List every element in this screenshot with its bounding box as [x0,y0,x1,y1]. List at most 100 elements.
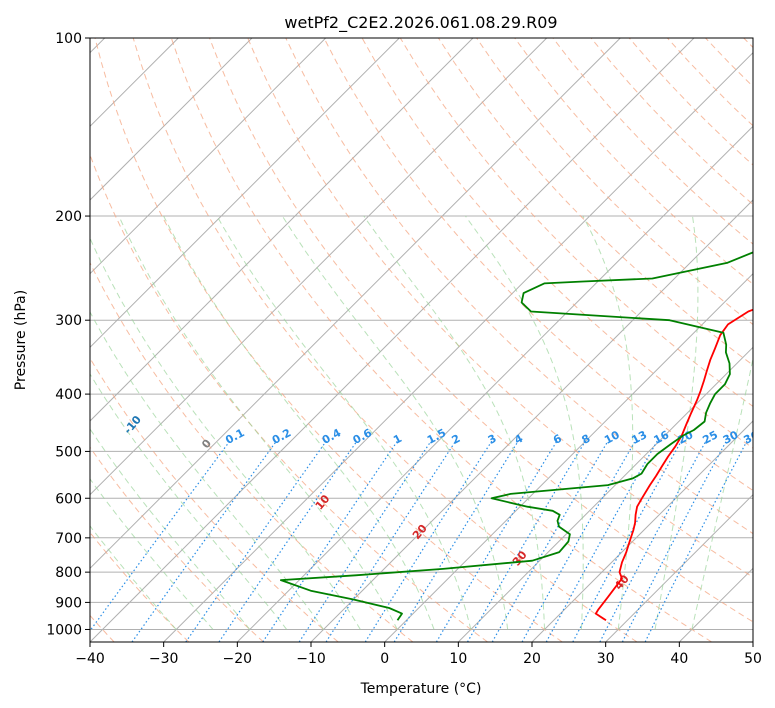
moist-adiabat-line [90,478,214,630]
chart-title: wetPf2_C2E2.2026.061.08.29.R09 [284,13,557,33]
isotherm-line [163,51,753,642]
x-tick-label: 0 [380,651,389,667]
mixing-ratio-line [599,440,707,642]
y-tick-label: 600 [55,491,82,507]
mixing-ratio-label: 16 [652,428,672,447]
dry-adiabat-line [667,38,753,127]
y-tick-label: 700 [55,531,82,547]
x-tick-label: −40 [75,651,105,667]
dry-adiabat-line [285,38,753,535]
series-group [280,251,753,622]
y-tick-label: 200 [55,209,82,225]
mixing-ratio-line [262,440,399,642]
moist-adiabat-line [281,215,509,630]
isotherm-line [90,38,474,422]
mixing-ratio-label: 3 [486,432,499,447]
mixing-ratio-line [90,440,231,632]
mixing-ratio-lines: 0.1 0.2 0.4 0.6 1 1.5 2 3 4 6 8 10 13 16 20 25 30 36 [90,426,753,642]
y-tick-label: 900 [55,595,82,611]
mixing-ratio-label: 4 [512,432,525,447]
x-tick-label: 40 [670,651,688,667]
isotherm-line [90,38,621,570]
x-tick-label: 10 [449,651,467,667]
dry-adiabat-line [90,261,414,642]
dry-adiabat-label: -10 [121,413,144,437]
dry-adiabat-line [476,38,753,326]
dry-adiabat-line [590,38,753,206]
mixing-ratio-label: 0.2 [270,426,293,447]
y-tick-label: 1000 [46,622,82,638]
dry-adiabat-line [705,38,753,88]
moist-adiabat-line [163,215,435,630]
dry-adiabat-line [209,38,753,623]
dry-adiabat-line [323,38,753,492]
isotherm-line [90,38,400,349]
x-tick-label: 50 [744,651,762,667]
dry-adiabat-line [90,357,339,642]
moist-adiabat-line [363,215,545,630]
isotherm-line [605,493,753,642]
x-tick-label: 20 [523,651,541,667]
dewpoint-line [280,251,753,621]
mixing-ratio-label: 20 [676,428,696,447]
moist-adiabat-line [216,215,472,630]
y-axis-label: Pressure (hPa) [13,290,29,390]
dry-adiabat-line [552,38,753,245]
mixing-ratio-label: 6 [551,432,564,447]
dry-adiabat-line [90,153,488,642]
mixing-ratio-line [325,440,457,642]
isotherm-line [236,125,753,642]
moist-adiabat-line [654,215,699,630]
mixing-ratio-label: 0.4 [320,426,344,447]
mixing-ratio-line [644,440,748,642]
mixing-ratio-label: 0.1 [223,426,246,447]
moist-adiabat-line [691,356,753,630]
isotherms [90,38,753,642]
dry-adiabat-line [514,38,753,285]
isotherm-line [90,38,548,496]
background-lines: 0.10.20.40.611.52346810131620253036-100-… [90,38,753,642]
moist-adiabat-line [90,427,251,630]
mixing-ratio-line [393,440,519,642]
mixing-ratio-line [521,440,636,642]
moist-adiabat-line [90,311,324,630]
dry-adiabat-line [94,38,563,642]
isotherm-line [531,420,753,642]
x-tick-label: −10 [296,651,326,667]
mixing-ratio-line [545,440,658,642]
mixing-ratio-label: 1 [391,432,404,447]
dry-adiabat-line [132,38,638,642]
y-tick-label: 500 [55,444,82,460]
x-tick-label: 30 [597,651,615,667]
dry-adiabat-line [247,38,753,578]
mixing-ratio-line [621,440,727,642]
isotherm-line [384,272,753,642]
dry-adiabat-label: 0 [199,437,214,451]
isotherm-line [752,641,753,642]
moist-adiabat-line [582,215,634,630]
isotherm-line [90,38,253,201]
dry-adiabat-label: 10 [313,492,333,512]
mixing-ratio-line [185,440,327,642]
dry-adiabat-label: 40 [612,572,632,592]
moist-adiabat-line [90,373,288,630]
isotherm-line [90,38,695,642]
dry-adiabat-label: 20 [410,522,430,542]
isotherm-line [90,38,327,275]
mixing-ratio-label: 2 [450,432,463,447]
moist-adiabats [90,215,753,630]
mixing-ratio-label: 25 [700,428,720,447]
dry-adiabat-label: 30 [510,548,530,568]
dry-adiabat-line [170,38,712,642]
x-tick-label: −20 [223,651,253,667]
mixing-ratio-line [298,440,432,642]
y-tick-label: 100 [55,31,82,47]
y-tick-label: 300 [55,313,82,329]
mixing-ratio-line [491,440,609,642]
y-tick-label: 800 [55,565,82,581]
isotherm-line [678,567,753,642]
mixing-ratio-line [218,440,358,642]
x-tick-label: −30 [149,651,179,667]
